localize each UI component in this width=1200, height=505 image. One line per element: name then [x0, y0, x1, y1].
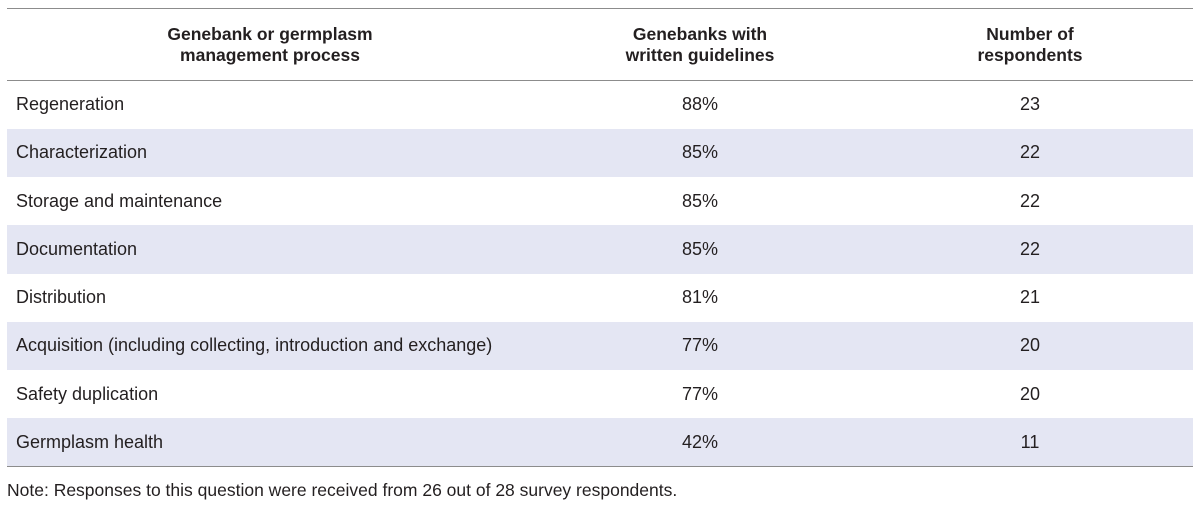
table-row: Storage and maintenance 85% 22 — [7, 177, 1193, 225]
cell-guidelines: 88% — [681, 94, 719, 115]
table-row: Germplasm health 42% 11 — [7, 418, 1193, 467]
cell-respondents: 20 — [1019, 335, 1041, 356]
cell-process: Documentation — [16, 238, 138, 259]
header-process-line-1: Genebank or germplasm — [167, 23, 373, 44]
cell-guidelines: 77% — [681, 383, 719, 404]
cell-respondents: 20 — [1019, 383, 1041, 404]
table-row: Documentation 85% 22 — [7, 225, 1193, 274]
cell-respondents: 23 — [1019, 94, 1041, 115]
cell-respondents: 22 — [1019, 190, 1041, 211]
guidelines-table: Genebank or germplasm management process… — [7, 8, 1193, 467]
header-process-line-2: management process — [180, 44, 360, 65]
table-row: Distribution 81% 21 — [7, 274, 1193, 322]
cell-process: Regeneration — [16, 94, 125, 115]
guidelines-table-container: Genebank or germplasm management process… — [7, 8, 1193, 467]
table-row: Regeneration 88% 23 — [7, 81, 1193, 129]
cell-guidelines: 85% — [681, 238, 719, 259]
table-note: Note: Responses to this question were re… — [7, 480, 678, 500]
header-guidelines-line-2: written guidelines — [625, 44, 775, 65]
header-guidelines-line-1: Genebanks with — [632, 23, 768, 44]
header-guidelines: Genebanks with written guidelines — [533, 9, 867, 81]
cell-respondents: 11 — [1020, 431, 1040, 452]
header-process: Genebank or germplasm management process — [7, 9, 533, 81]
header-respondents-line-1: Number of — [986, 23, 1074, 44]
table-row: Safety duplication 77% 20 — [7, 370, 1193, 418]
cell-process: Distribution — [16, 287, 107, 308]
table-row: Characterization 85% 22 — [7, 128, 1193, 177]
cell-guidelines: 85% — [681, 142, 719, 163]
cell-process: Acquisition (including collecting, intro… — [16, 335, 493, 356]
cell-guidelines: 85% — [681, 190, 719, 211]
table-row: Acquisition (including collecting, intro… — [7, 321, 1193, 370]
cell-guidelines: 42% — [681, 431, 719, 452]
cell-process: Storage and maintenance — [16, 190, 223, 211]
table-header: Genebank or germplasm management process… — [7, 8, 1193, 81]
cell-guidelines: 77% — [681, 335, 719, 356]
table-body: Regeneration 88% 23 Characterization 85% 22 St… — [7, 81, 1193, 467]
cell-process: Safety duplication — [16, 383, 159, 404]
header-respondents-line-2: respondents — [977, 44, 1083, 65]
cell-guidelines: 81% — [681, 287, 719, 308]
cell-respondents: 22 — [1019, 238, 1041, 259]
header-respondents: Number of respondents — [867, 9, 1193, 81]
cell-respondents: 21 — [1019, 287, 1041, 308]
cell-process: Germplasm health — [16, 431, 164, 452]
header-row: Genebank or germplasm management process… — [7, 8, 1193, 81]
cell-process: Characterization — [16, 142, 148, 163]
cell-respondents: 22 — [1019, 142, 1041, 163]
